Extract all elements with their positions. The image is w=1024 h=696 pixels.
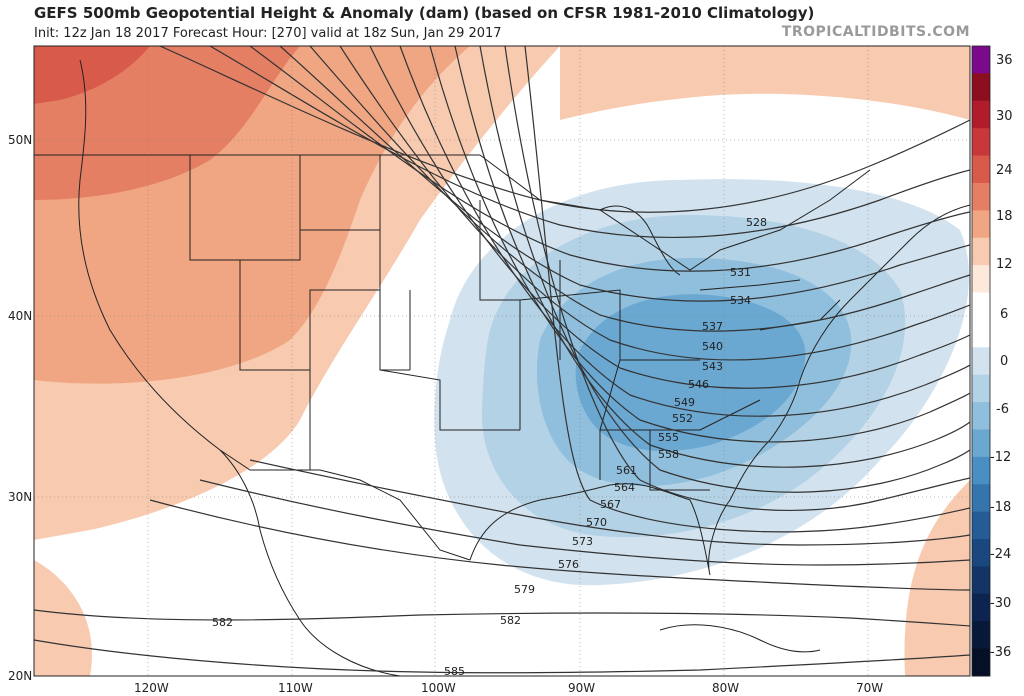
contour-label-group: 528 531 534 537 540 543 546 549 552 555 … bbox=[212, 216, 767, 678]
colorbar-segment bbox=[972, 621, 990, 650]
lon-label: 100W bbox=[421, 681, 456, 695]
colorbar-segment bbox=[972, 155, 990, 184]
colorbar-label: 6 bbox=[1000, 307, 1008, 322]
colorbar-segment bbox=[972, 347, 990, 376]
contour-label: 570 bbox=[586, 516, 607, 529]
colorbar-segment bbox=[972, 73, 990, 102]
contour-label: 528 bbox=[746, 216, 767, 229]
colorbar-label: 18 bbox=[996, 209, 1013, 224]
colorbar-frame bbox=[971, 45, 991, 677]
height-contours bbox=[34, 46, 970, 674]
contour-label: 552 bbox=[672, 412, 693, 425]
contour-label: 546 bbox=[688, 378, 709, 391]
colorbar-segment bbox=[972, 128, 990, 157]
colorbar-segment bbox=[972, 374, 990, 403]
colorbar-segment bbox=[972, 429, 990, 458]
map-area: 528 531 534 537 540 543 546 549 552 555 … bbox=[34, 46, 970, 678]
colorbar-segment bbox=[972, 456, 990, 485]
positive-anomaly-24 bbox=[34, 46, 150, 104]
colorbar-label: -36 bbox=[990, 645, 1011, 660]
lon-label: 70W bbox=[856, 681, 883, 695]
lon-label: 120W bbox=[134, 681, 169, 695]
colorbar-segment bbox=[972, 237, 990, 266]
contour-label: 561 bbox=[616, 464, 637, 477]
colorbar-segment bbox=[972, 402, 990, 430]
contour-label: 567 bbox=[600, 498, 621, 511]
colorbar-label: -12 bbox=[990, 450, 1011, 465]
contour-label: 549 bbox=[674, 396, 695, 409]
lon-label: 80W bbox=[712, 681, 739, 695]
contour-label: 564 bbox=[614, 481, 635, 494]
contour-label: 540 bbox=[702, 340, 723, 353]
colorbar-label: -6 bbox=[996, 402, 1009, 417]
lat-label: 40N bbox=[8, 309, 32, 323]
colorbar-label: 12 bbox=[996, 257, 1013, 272]
contour-label: 579 bbox=[514, 583, 535, 596]
contour-label: 582 bbox=[500, 614, 521, 627]
lat-label: 20N bbox=[8, 669, 32, 683]
colorbar-segment bbox=[972, 566, 990, 595]
colorbar-segment bbox=[972, 100, 990, 129]
colorbar-segment bbox=[972, 210, 990, 239]
colorbar-segment bbox=[972, 319, 990, 348]
colorbar-segment bbox=[972, 292, 990, 321]
contour-label: 576 bbox=[558, 558, 579, 571]
colorbar-segment bbox=[972, 511, 990, 540]
colorbar-label: -24 bbox=[990, 547, 1011, 562]
contour-label: 543 bbox=[702, 360, 723, 373]
colorbar-segment bbox=[972, 539, 990, 567]
contour-label: 537 bbox=[702, 320, 723, 333]
lat-label: 50N bbox=[8, 133, 32, 147]
contour-label: 585 bbox=[444, 665, 465, 678]
colorbar-segment bbox=[972, 648, 990, 677]
positive-anomaly-northeast bbox=[560, 46, 970, 120]
chart-title: GEFS 500mb Geopotential Height & Anomaly… bbox=[34, 4, 815, 22]
contour-label: 534 bbox=[730, 294, 751, 307]
colorbar-label: 0 bbox=[1000, 354, 1008, 369]
colorbar-segment bbox=[972, 46, 990, 74]
contour-label: 555 bbox=[658, 431, 679, 444]
colorbar-label: 24 bbox=[996, 163, 1013, 178]
colorbar-segment bbox=[972, 182, 990, 211]
contour-label: 582 bbox=[212, 616, 233, 629]
colorbar-label: 30 bbox=[996, 109, 1013, 124]
colorbar bbox=[972, 46, 990, 677]
colorbar-segment bbox=[972, 265, 990, 294]
chart-subtitle: Init: 12z Jan 18 2017 Forecast Hour: [27… bbox=[34, 26, 502, 41]
lon-label: 90W bbox=[568, 681, 595, 695]
colorbar-label: -18 bbox=[990, 500, 1011, 515]
site-watermark: TROPICALTIDBITS.COM bbox=[781, 24, 970, 40]
lat-label: 30N bbox=[8, 490, 32, 504]
map-frame bbox=[33, 45, 971, 677]
colorbar-label: 36 bbox=[996, 53, 1013, 68]
lon-label: 110W bbox=[278, 681, 313, 695]
contour-label: 558 bbox=[658, 448, 679, 461]
contour-label: 573 bbox=[572, 535, 593, 548]
contour-label: 531 bbox=[730, 266, 751, 279]
lat-lon-grid bbox=[34, 46, 970, 676]
colorbar-segment bbox=[972, 593, 990, 622]
positive-anomaly-southeast bbox=[904, 480, 970, 676]
negative-anomaly-24 bbox=[575, 294, 806, 452]
colorbar-label: -30 bbox=[990, 596, 1011, 611]
colorbar-segment bbox=[972, 484, 990, 513]
